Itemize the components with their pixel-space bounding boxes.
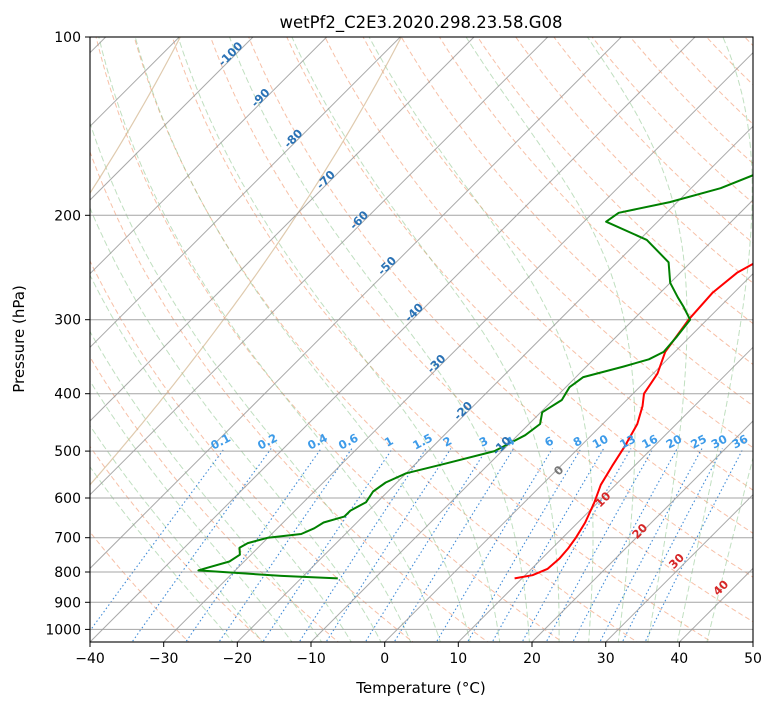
isotherm bbox=[90, 37, 623, 570]
mixing-ratio-label: 30 bbox=[709, 432, 730, 452]
x-axis: −40 −30 −20 −10 0 10 20 30 40 50 bbox=[75, 642, 762, 667]
y-tick-label: 1000 bbox=[45, 622, 81, 638]
isotherm bbox=[90, 37, 328, 275]
profile-lines bbox=[197, 174, 753, 580]
moist-adiabat bbox=[90, 424, 264, 642]
dry-adiabat bbox=[324, 37, 753, 491]
dewpoint-profile bbox=[197, 174, 753, 580]
x-tick-label: 20 bbox=[523, 651, 541, 667]
mixing-ratio-line bbox=[545, 448, 654, 642]
x-tick-label: 10 bbox=[449, 651, 467, 667]
y-tick-label: 800 bbox=[54, 565, 81, 581]
mixing-ratio-line bbox=[466, 448, 582, 642]
isotherm bbox=[90, 37, 254, 201]
y-tick-label: 300 bbox=[54, 313, 81, 329]
isotherm bbox=[457, 346, 753, 642]
isotherm bbox=[90, 37, 402, 349]
x-tick-label: 40 bbox=[670, 651, 688, 667]
mixing-ratio-line bbox=[185, 448, 322, 642]
isotherm bbox=[236, 125, 753, 642]
moist-adiabat bbox=[228, 37, 530, 642]
y-axis: 100 200 300 400 500 600 700 800 900 1000 bbox=[45, 30, 90, 638]
x-tick-label: 0 bbox=[380, 651, 389, 667]
isotherm bbox=[310, 199, 753, 642]
x-tick-label: 50 bbox=[744, 651, 762, 667]
y-axis-title: Pressure (hPa) bbox=[10, 285, 28, 393]
temperature-profile bbox=[514, 262, 753, 580]
isotherm bbox=[90, 37, 181, 128]
y-tick-label: 400 bbox=[54, 387, 81, 403]
mixing-ratio-label: 20 bbox=[664, 432, 685, 452]
mixing-ratio-line bbox=[218, 448, 353, 642]
mixing-ratio-line bbox=[435, 448, 553, 642]
x-tick-label: −20 bbox=[223, 651, 253, 667]
y-tick-label: 200 bbox=[54, 208, 81, 224]
isotherm bbox=[90, 37, 475, 422]
x-tick-label: −30 bbox=[149, 651, 179, 667]
mixing-ratio-line bbox=[521, 448, 632, 642]
y-tick-label: 500 bbox=[54, 444, 81, 460]
mixing-ratio-line bbox=[262, 448, 393, 642]
mixing-ratio-line bbox=[364, 448, 488, 642]
mixing-ratio-label: 25 bbox=[688, 432, 709, 452]
isotherm bbox=[604, 493, 753, 642]
dry-adiabat bbox=[248, 37, 753, 578]
moist-adiabat bbox=[586, 37, 688, 642]
isotherm bbox=[383, 272, 753, 642]
y-tick-label: 900 bbox=[54, 595, 81, 611]
moist-adiabat bbox=[291, 37, 560, 642]
dry-adiabat bbox=[286, 37, 753, 534]
mixing-ratio-line bbox=[621, 448, 723, 642]
dry-adiabat bbox=[362, 37, 753, 449]
mixing-ratio-label: 10 bbox=[590, 432, 611, 452]
isotherm bbox=[162, 51, 753, 642]
mixing-ratio-line bbox=[393, 448, 515, 642]
moist-adiabat bbox=[90, 330, 323, 642]
mixing-ratio-label: 16 bbox=[639, 432, 660, 452]
moist-adiabat bbox=[90, 380, 293, 642]
x-tick-label: 30 bbox=[597, 651, 615, 667]
mixing-ratio-label: 13 bbox=[617, 432, 638, 452]
isotherm bbox=[531, 420, 753, 642]
mixing-ratio-line bbox=[131, 448, 272, 642]
moist-adiabat bbox=[368, 37, 594, 642]
grid-lines bbox=[90, 37, 753, 642]
isotherm bbox=[90, 37, 696, 642]
background-arc bbox=[90, 37, 402, 486]
x-axis-title: Temperature (°C) bbox=[355, 679, 485, 697]
mixing-ratio-label: 36 bbox=[730, 432, 751, 452]
mixing-ratio-line bbox=[298, 448, 427, 642]
x-tick-label: −40 bbox=[75, 651, 105, 667]
y-tick-label: 600 bbox=[54, 491, 81, 507]
isotherm bbox=[90, 37, 549, 496]
dry-adiabat bbox=[90, 150, 489, 642]
moist-adiabat bbox=[465, 37, 636, 642]
y-tick-label: 700 bbox=[54, 531, 81, 547]
dry-adiabat bbox=[171, 37, 713, 642]
chart-title: wetPf2_C2E3.2020.298.23.58.G08 bbox=[279, 13, 562, 33]
x-tick-label: −10 bbox=[296, 651, 326, 667]
plot-frame bbox=[89, 36, 754, 643]
mixing-ratio-line bbox=[325, 448, 452, 642]
dry-adiabat bbox=[438, 37, 753, 366]
y-tick-label: 100 bbox=[54, 30, 81, 46]
moist-adiabat bbox=[177, 37, 501, 642]
